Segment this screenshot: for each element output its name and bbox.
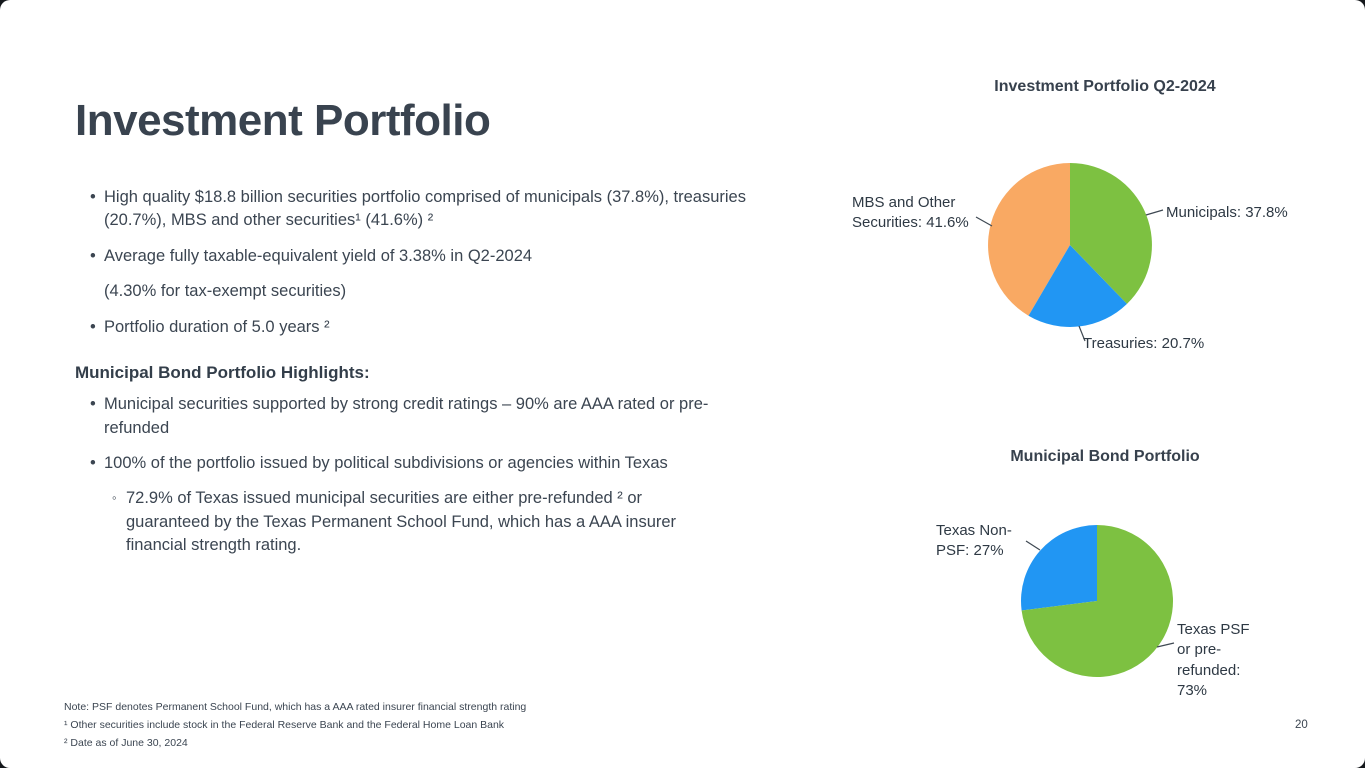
page-title: Investment Portfolio [75,96,491,145]
leader-line-psf [1156,642,1175,648]
bullet-item: • Portfolio duration of 5.0 years ² [90,316,775,339]
bullet-text: 100% of the portfolio issued by politica… [104,453,668,472]
municipal-bond-pie-chart [1021,525,1175,677]
bullet-marker: • [90,317,96,336]
bullet-item: • Municipal securities supported by stro… [90,393,775,440]
bullet-marker: • [90,188,96,206]
bullet-continuation-text: (4.30% for tax-exempt securities) [104,282,347,301]
chart-title-municipal-bond: Municipal Bond Portfolio [1010,448,1200,465]
bullet-marker: • [90,395,96,414]
pie-slice-1 [1021,525,1097,611]
chart-title-investment-portfolio: Investment Portfolio Q2-2024 [994,78,1216,95]
pie-slice-0 [1021,525,1174,677]
footnote: ¹ Other securities include stock in the … [64,719,505,731]
bullet-text: Portfolio duration of 5.0 years ² [104,317,330,336]
pie-label-texas-non-psf: Texas Non-PSF: 27% [936,522,1012,560]
leader-line-municipals [1145,209,1164,216]
bullet-text: Average fully taxable-equivalent yield o… [104,246,533,265]
bullet-item: • 100% of the portfolio issued by politi… [90,452,775,475]
bullet-marker: • [90,453,96,472]
leader-line-mbs [975,216,993,227]
pie-slice-2 [988,163,1070,316]
section-heading: Municipal Bond Portfolio Highlights: [75,363,370,383]
bullet-marker: • [90,246,96,265]
bullet-item: • Average fully taxable-equivalent yield… [90,245,775,268]
content-column: • High quality $18.8 billion securities … [75,186,775,570]
pie-slice-1 [1028,245,1127,327]
bullet-item: • High quality $18.8 billion securities … [90,186,775,233]
pie-label-texas-psf: Texas PSF or pre-refunded: 73% [1177,621,1250,699]
leader-line-non-psf [1025,540,1041,551]
bullet-text: Municipal securities supported by strong… [104,395,709,437]
sub-bullet-text: 72.9% of Texas issued municipal securiti… [126,489,677,555]
footnote: ² Date as of June 30, 2024 [64,737,188,749]
bullet-text: High quality $18.8 billion securities po… [104,188,746,230]
investment-portfolio-pie-chart [975,163,1164,342]
page-number: 20 [1295,719,1308,731]
footnote: Note: PSF denotes Permanent School Fund,… [64,701,527,713]
pie-slice-0 [1070,163,1152,304]
sub-bullet-item: ◦ 72.9% of Texas issued municipal securi… [112,487,775,557]
leader-line-treasuries [1078,325,1086,342]
pie-label-mbs-and-other: MBS and Other Securities: 41.6% [852,194,969,232]
sub-bullet-marker: ◦ [112,490,117,506]
footnotes: Note: PSF denotes Permanent School Fund,… [64,702,526,756]
pie-label-treasuries: Treasuries: 20.7% [1083,335,1205,352]
pie-label-municipals: Municipals: 37.8% [1166,204,1288,221]
